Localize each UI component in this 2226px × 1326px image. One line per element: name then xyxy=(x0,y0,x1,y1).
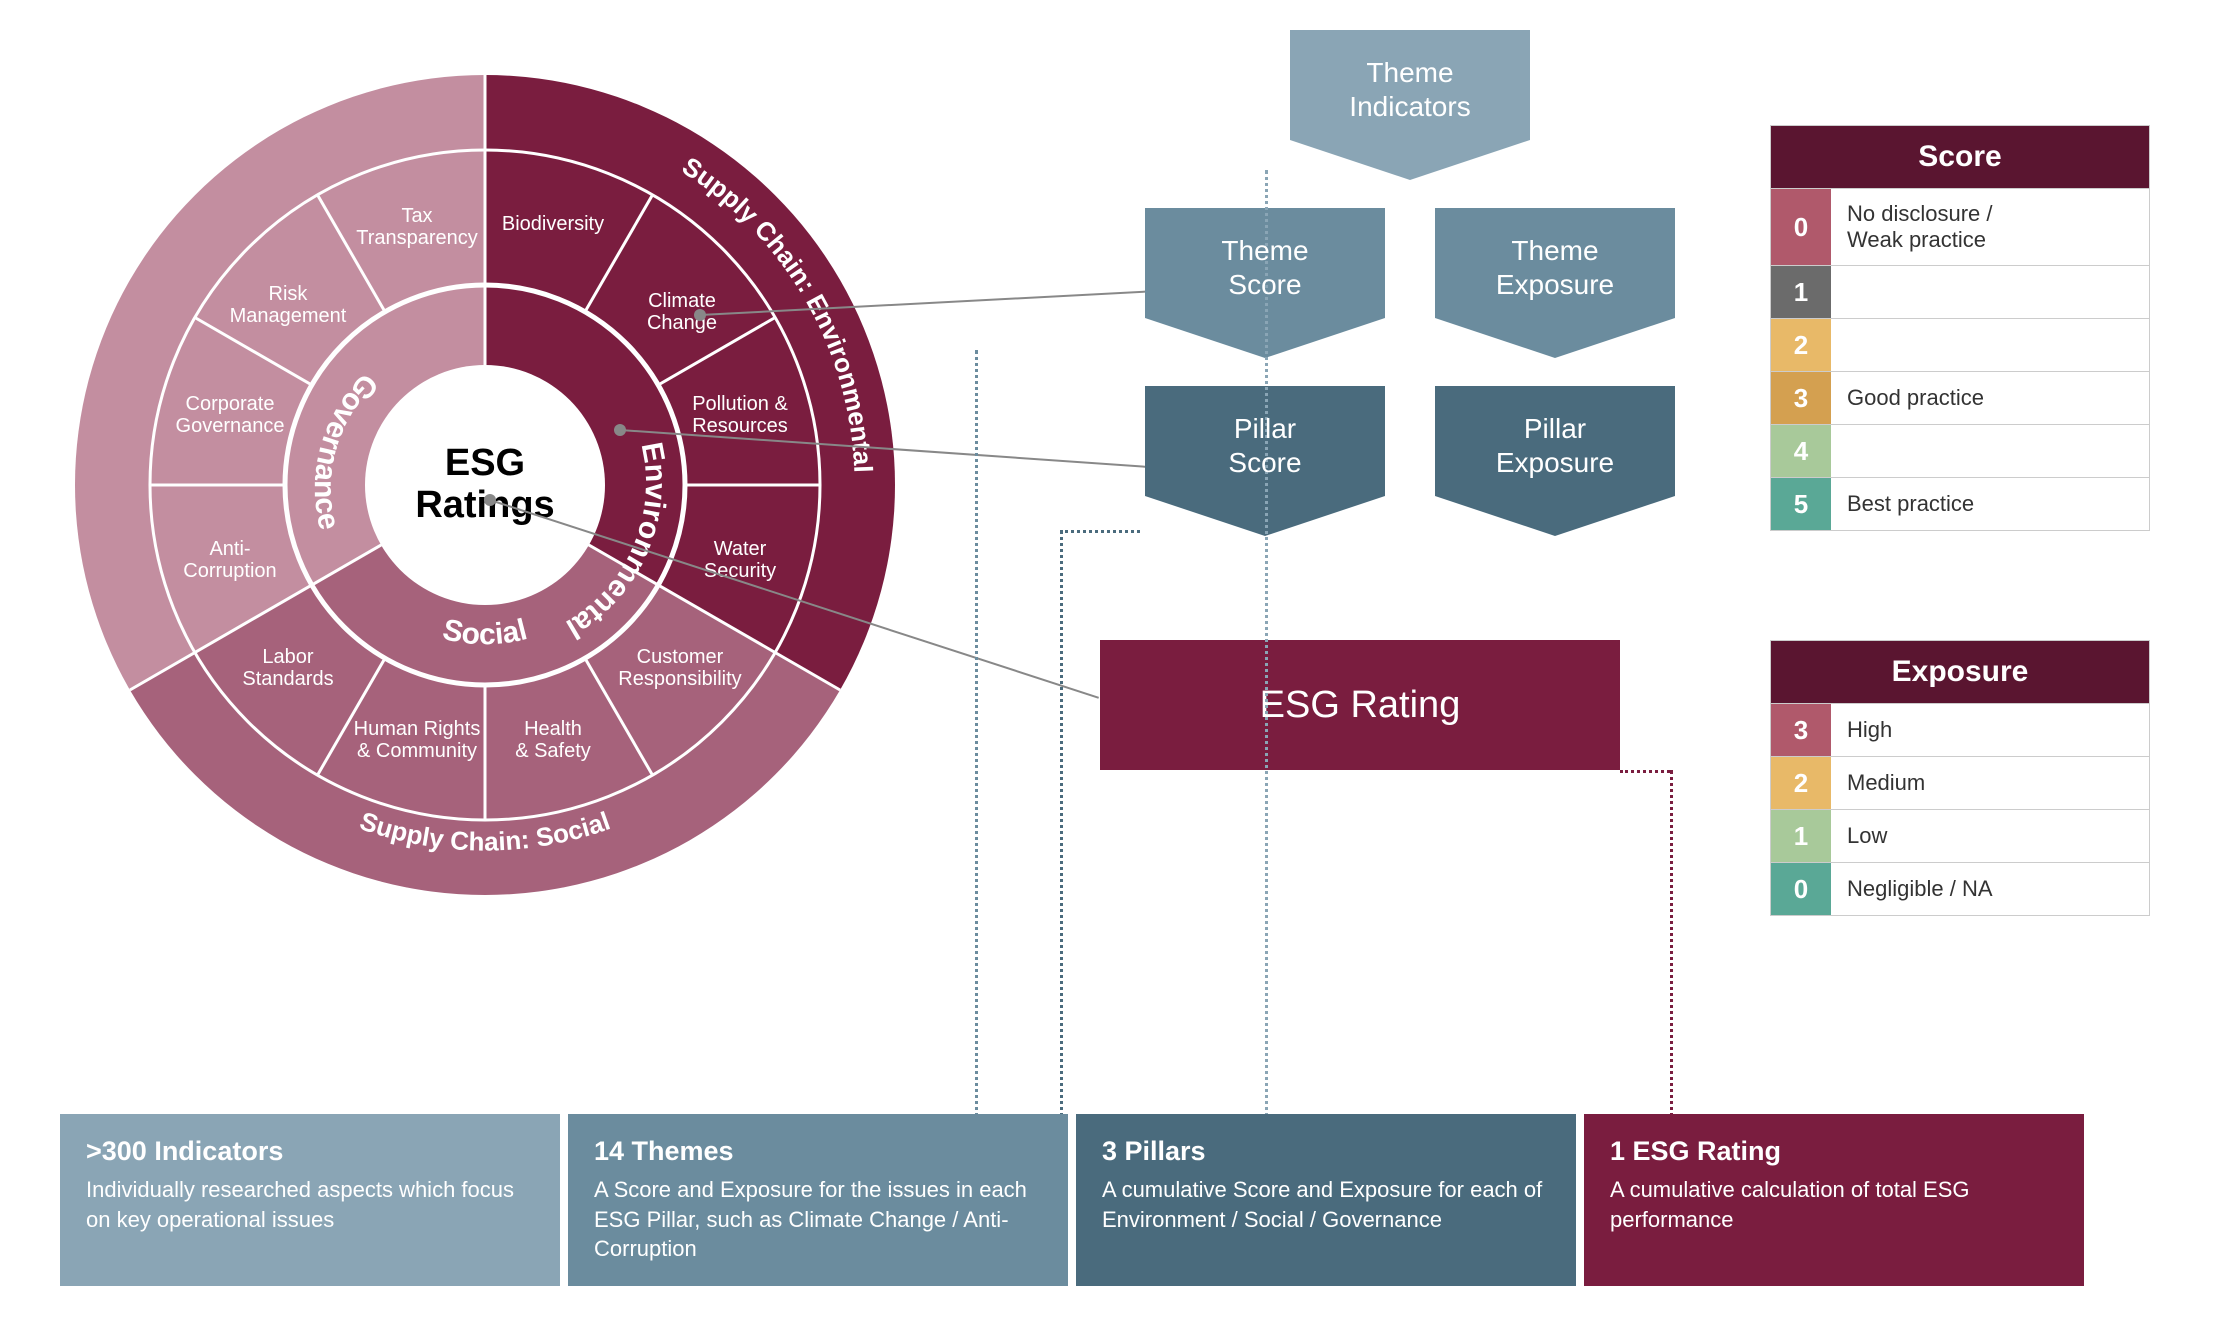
exposure-label: Negligible / NA xyxy=(1831,863,2149,915)
pentagon-theme-exposure: Theme Exposure xyxy=(1435,208,1675,358)
bottom-box-0: >300 Indicators Individually researched … xyxy=(60,1114,560,1286)
exposure-row-1: 1 Low xyxy=(1771,809,2149,862)
score-label: No disclosure / Weak practice xyxy=(1831,189,2149,265)
score-label xyxy=(1831,319,2149,371)
score-label xyxy=(1831,425,2149,477)
score-num: 5 xyxy=(1771,478,1831,530)
theme-health: Health& Safety xyxy=(515,718,591,762)
theme-human-rights: Human Rights& Community xyxy=(354,718,481,762)
score-label: Best practice xyxy=(1831,478,2149,530)
theme-corporate-gov: CorporateGovernance xyxy=(176,393,285,437)
bottom-desc: A Score and Exposure for the issues in e… xyxy=(594,1175,1042,1264)
bottom-title: 3 Pillars xyxy=(1102,1136,1550,1167)
exposure-label: Medium xyxy=(1831,757,2149,809)
bottom-title: 1 ESG Rating xyxy=(1610,1136,2058,1167)
score-legend: Score 0 No disclosure / Weak practice1 2… xyxy=(1770,125,2150,531)
score-num: 2 xyxy=(1771,319,1831,371)
flow-area: Theme Indicators Theme Score Theme Expos… xyxy=(1100,30,1720,536)
score-num: 0 xyxy=(1771,189,1831,265)
theme-customer: CustomerResponsibility xyxy=(618,646,741,690)
bottom-box-1: 14 Themes A Score and Exposure for the i… xyxy=(568,1114,1068,1286)
exposure-row-3: 3 High xyxy=(1771,703,2149,756)
exposure-num: 0 xyxy=(1771,863,1831,915)
exposure-row-2: 2 Medium xyxy=(1771,756,2149,809)
conn-esg-a xyxy=(1670,770,1673,1130)
bottom-title: 14 Themes xyxy=(594,1136,1042,1167)
score-row-3: 3 Good practice xyxy=(1771,371,2149,424)
theme-biodiversity: Biodiversity xyxy=(502,213,604,235)
exposure-num: 2 xyxy=(1771,757,1831,809)
theme-climate: ClimateChange xyxy=(647,290,717,334)
exposure-row-0: 0 Negligible / NA xyxy=(1771,862,2149,915)
score-row-1: 1 xyxy=(1771,265,2149,318)
score-row-4: 4 xyxy=(1771,424,2149,477)
exposure-legend: Exposure 3 High2 Medium1 Low0 Negligible… xyxy=(1770,640,2150,916)
exposure-label: High xyxy=(1831,704,2149,756)
conn-pillars-b xyxy=(1060,530,1140,533)
bottom-row: >300 Indicators Individually researched … xyxy=(60,1114,2084,1286)
esg-wheel: Supply Chain: Environmental Supply Chain… xyxy=(60,60,910,910)
bottom-box-2: 3 Pillars A cumulative Score and Exposur… xyxy=(1076,1114,1576,1286)
pillar-label-social: Social xyxy=(440,613,531,651)
pentagon-theme-indicators: Theme Indicators xyxy=(1290,30,1530,180)
bottom-desc: Individually researched aspects which fo… xyxy=(86,1175,534,1234)
conn-pillars-a xyxy=(1060,530,1063,1130)
exposure-num: 3 xyxy=(1771,704,1831,756)
esg-rating-box: ESG Rating xyxy=(1100,640,1620,770)
score-label: Good practice xyxy=(1831,372,2149,424)
exposure-label: Low xyxy=(1831,810,2149,862)
conn-esg-b xyxy=(1620,770,1670,773)
bottom-desc: A cumulative calculation of total ESG pe… xyxy=(1610,1175,2058,1234)
score-num: 4 xyxy=(1771,425,1831,477)
exposure-num: 1 xyxy=(1771,810,1831,862)
score-label xyxy=(1831,266,2149,318)
exposure-legend-title: Exposure xyxy=(1771,641,2149,703)
score-row-2: 2 xyxy=(1771,318,2149,371)
pentagon-pillar-exposure: Pillar Exposure xyxy=(1435,386,1675,536)
theme-pollution: Pollution &Resources xyxy=(692,393,788,437)
theme-water: WaterSecurity xyxy=(704,538,776,582)
bottom-box-3: 1 ESG Rating A cumulative calculation of… xyxy=(1584,1114,2084,1286)
conn-themes xyxy=(975,350,978,1130)
bottom-desc: A cumulative Score and Exposure for each… xyxy=(1102,1175,1550,1234)
score-num: 3 xyxy=(1771,372,1831,424)
score-row-5: 5 Best practice xyxy=(1771,477,2149,530)
score-row-0: 0 No disclosure / Weak practice xyxy=(1771,188,2149,265)
bottom-title: >300 Indicators xyxy=(86,1136,534,1167)
score-legend-title: Score xyxy=(1771,126,2149,188)
score-num: 1 xyxy=(1771,266,1831,318)
